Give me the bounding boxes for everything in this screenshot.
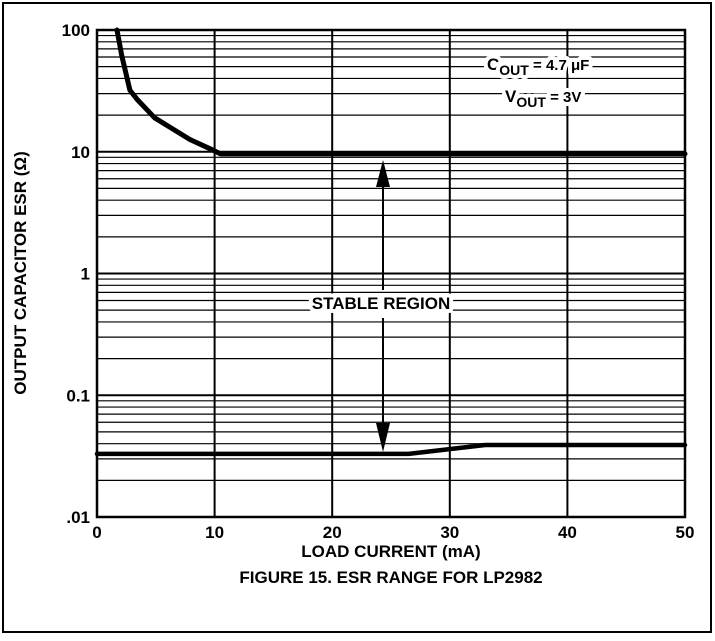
outer-border	[2, 2, 712, 633]
annotation: STABLE REGION	[312, 294, 451, 313]
x-tick-label: 10	[205, 523, 224, 542]
annotation-text: C	[487, 55, 499, 74]
annotation-suffix: = 4.7 μF	[529, 57, 589, 74]
y-tick-label: 1	[81, 265, 90, 284]
y-tick-label: 100	[62, 21, 90, 40]
series-line	[94, 442, 688, 457]
stable-arrow	[376, 160, 390, 452]
annotation: VOUT = 3V	[505, 87, 581, 110]
y-tick-label: 10	[71, 143, 90, 162]
x-tick-label: 0	[92, 523, 101, 542]
x-axis-label: LOAD CURRENT (mA)	[301, 542, 480, 561]
x-tick-label: 40	[558, 523, 577, 542]
series-line	[114, 27, 688, 157]
y-axis-label: OUTPUT CAPACITOR ESR (Ω)	[11, 151, 30, 394]
annotation-suffix: = 3V	[546, 89, 581, 106]
marks	[94, 27, 688, 457]
plot-frame	[95, 28, 687, 519]
x-tick-label: 50	[676, 523, 695, 542]
x-tick-label: 30	[440, 523, 459, 542]
annotation-subscript: OUT	[516, 94, 546, 110]
annotation: COUT = 4.7 μF	[487, 55, 589, 78]
x-tick-label: 20	[323, 523, 342, 542]
chart-title: FIGURE 15. ESR RANGE FOR LP2982	[239, 568, 542, 587]
y-tick-label: 0.1	[66, 386, 90, 405]
annotation-text: V	[505, 87, 517, 106]
annotation-subscript: OUT	[499, 62, 529, 78]
y-tick-label: .01	[66, 508, 90, 527]
